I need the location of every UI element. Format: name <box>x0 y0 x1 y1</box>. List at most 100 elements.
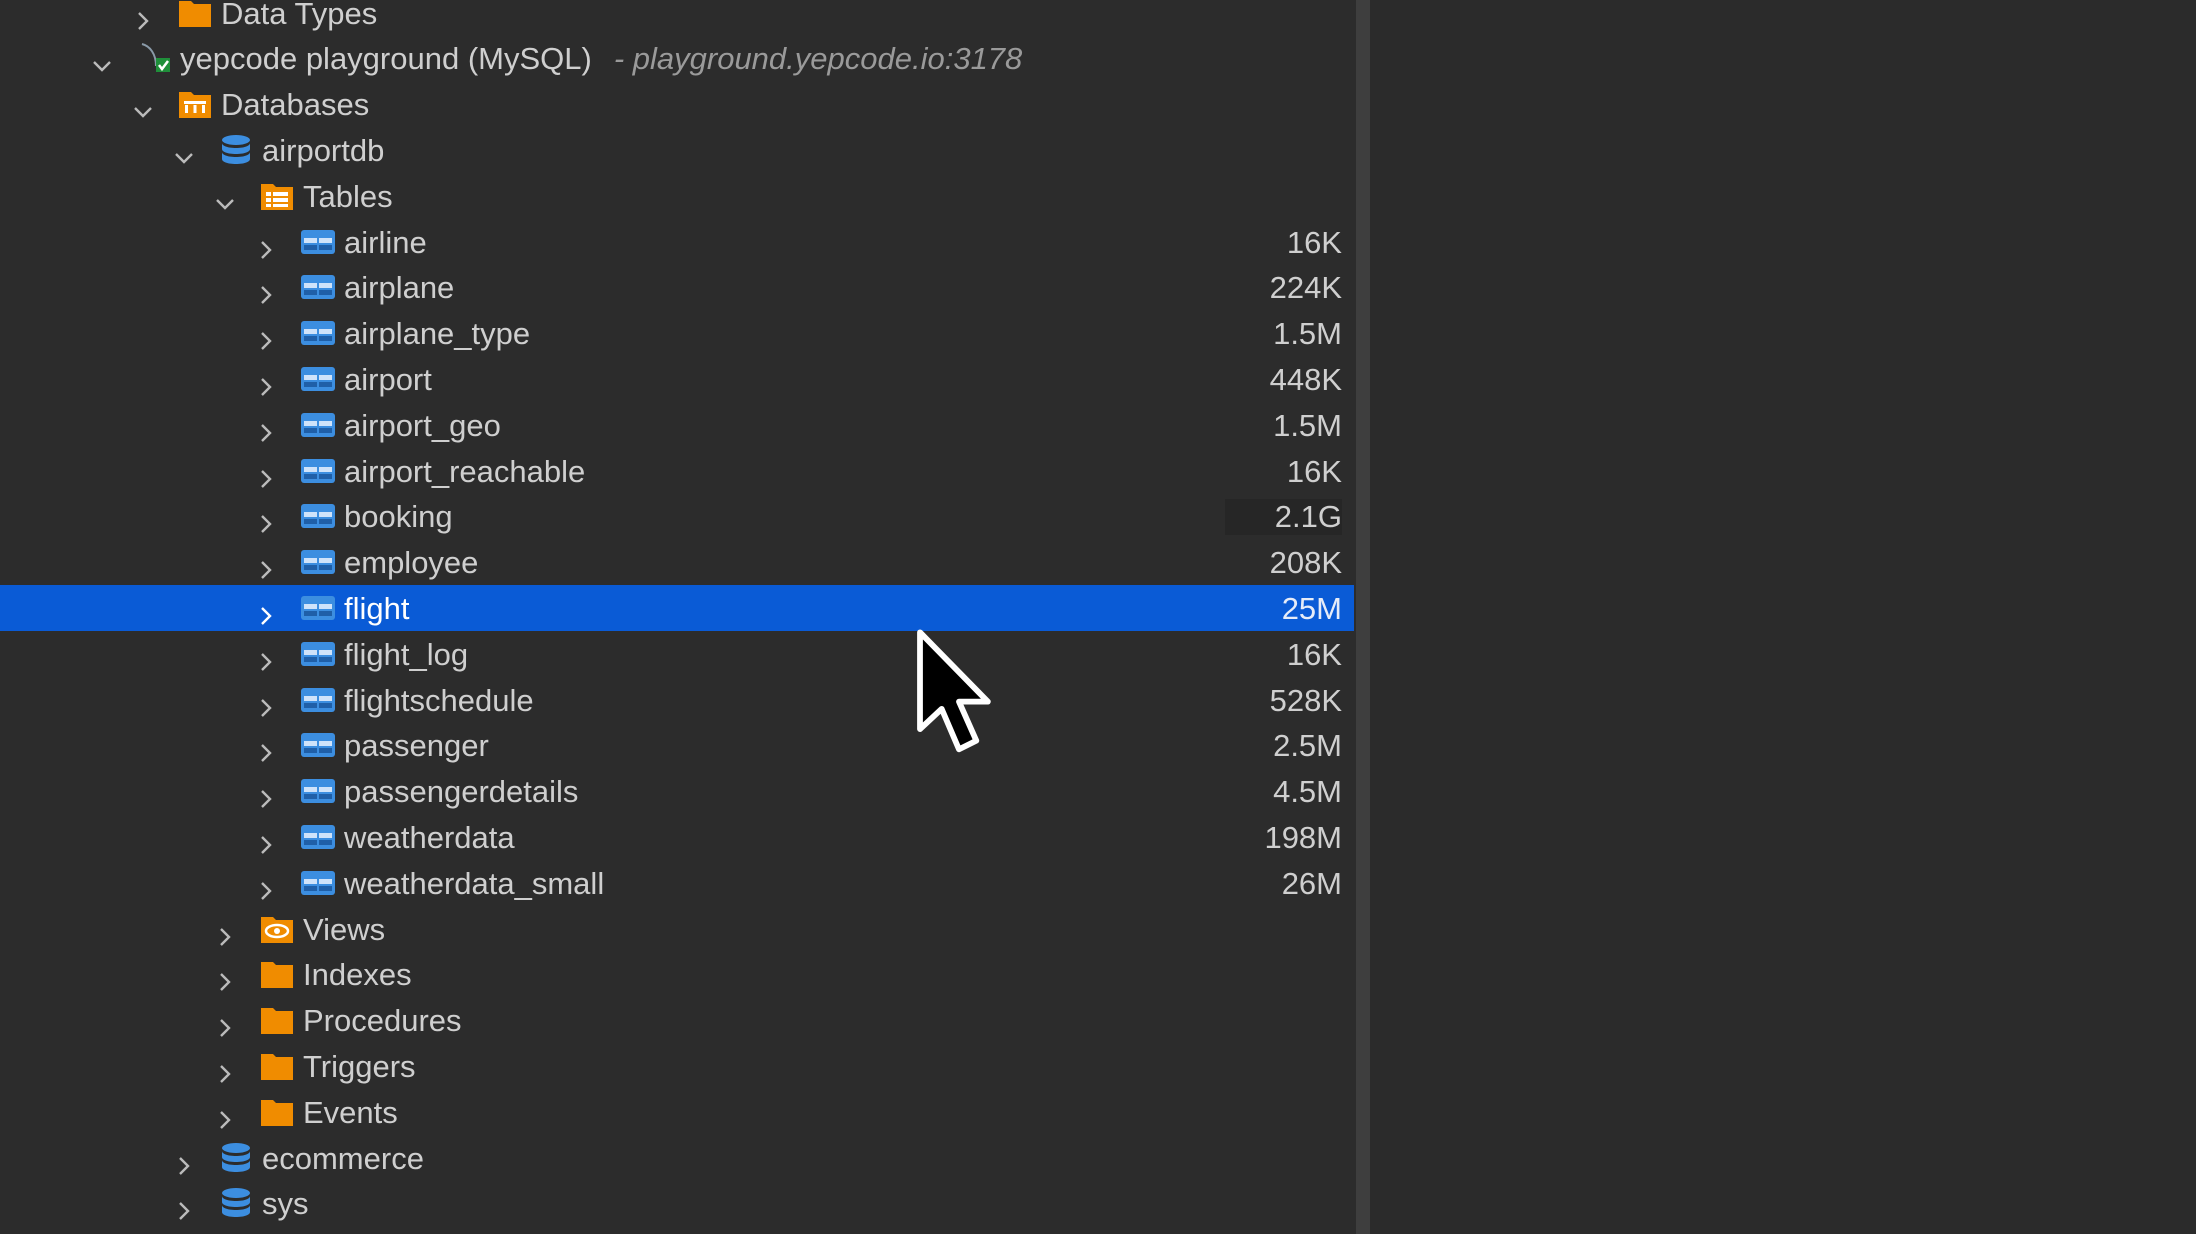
chevron-right-icon[interactable] <box>133 3 153 30</box>
tree-item[interactable]: yepcode playground (MySQL) - playground.y… <box>0 35 1354 81</box>
folder-icon <box>259 958 295 990</box>
tree-item[interactable]: passenger 2.5M <box>0 722 1354 768</box>
database-icon <box>218 1142 254 1174</box>
chevron-right-icon[interactable] <box>256 873 276 900</box>
tree-item[interactable]: Views <box>0 906 1354 952</box>
tree-item[interactable]: employee 208K <box>0 539 1354 585</box>
tree-item[interactable]: flightschedule 528K <box>0 677 1354 723</box>
chevron-right-icon[interactable] <box>256 461 276 488</box>
table-size: 25M <box>1281 591 1342 626</box>
chevron-right-icon[interactable] <box>256 232 276 259</box>
tree-item-name: booking <box>344 499 453 535</box>
tree-item[interactable]: Events <box>0 1089 1354 1135</box>
chevron-right-icon[interactable] <box>215 919 235 946</box>
chevron-down-icon[interactable] <box>174 140 194 164</box>
table-size: 26M <box>1281 865 1342 901</box>
tree-item-label: flight <box>344 591 409 627</box>
tree-item-name: Triggers <box>303 1049 416 1084</box>
tree-item-label: Procedures <box>303 1003 462 1039</box>
tree-item[interactable]: sys <box>0 1180 1354 1226</box>
connection-host: - playground.yepcode.io:3178 <box>613 41 1023 77</box>
tree-item-label: Tables <box>303 179 393 215</box>
tree-item-label: Databases <box>221 87 369 123</box>
folder-icon <box>259 1004 295 1036</box>
table-icon <box>300 592 336 624</box>
table-icon <box>300 317 336 349</box>
tree-item-name: Views <box>303 911 386 947</box>
tree-item[interactable]: airportdb <box>0 127 1354 173</box>
tree-item[interactable]: Procedures <box>0 997 1354 1043</box>
tree-item-label: airplane_type <box>344 316 530 352</box>
chevron-right-icon[interactable] <box>256 369 276 396</box>
tree-item-name: Databases <box>221 87 370 123</box>
tree-item-name: weatherdata_small <box>344 865 605 901</box>
chevron-down-icon[interactable] <box>92 48 112 73</box>
tree-item[interactable]: passengerdetails 4.5M <box>0 768 1354 814</box>
tree-item-label: airplane <box>344 270 454 306</box>
table-size: 224K <box>1269 270 1342 306</box>
chevron-right-icon[interactable] <box>256 644 276 671</box>
chevron-right-icon[interactable] <box>256 506 276 534</box>
tree-item[interactable]: airplane_type 1.5M <box>0 310 1354 356</box>
tree-item-label: airport_geo <box>344 408 501 444</box>
tree-item[interactable]: airport_reachable 16K <box>0 448 1354 494</box>
tree-item-label: weatherdata <box>344 820 515 856</box>
tree-item-name: Events <box>303 1094 398 1130</box>
panel-splitter[interactable] <box>1356 0 1370 1234</box>
tree-item[interactable]: Tables <box>0 173 1354 219</box>
tree-item[interactable]: airplane 224K <box>0 264 1354 310</box>
tree-item[interactable]: Data Types <box>0 0 1354 36</box>
table-icon <box>300 455 336 487</box>
tree-item[interactable]: flight_log 16K <box>0 631 1354 677</box>
chevron-right-icon[interactable] <box>215 1102 235 1129</box>
tree-item-name: airline <box>344 224 427 260</box>
table-size: 1.5M <box>1273 407 1342 443</box>
chevron-right-icon[interactable] <box>256 827 276 854</box>
tree-item[interactable]: Triggers <box>0 1043 1354 1089</box>
tree-item[interactable]: booking 2.1G <box>0 493 1354 539</box>
tree-item-name: airportdb <box>262 133 385 168</box>
tree-item-label: Data Types <box>221 0 377 32</box>
tree-item[interactable]: airport_geo 1.5M <box>0 402 1354 448</box>
tree-item[interactable]: weatherdata_small 26M <box>0 860 1354 906</box>
chevron-right-icon[interactable] <box>256 552 276 580</box>
chevron-right-icon[interactable] <box>256 277 276 305</box>
tree-item[interactable]: Databases <box>0 81 1354 127</box>
chevron-down-icon[interactable] <box>133 94 153 118</box>
chevron-right-icon[interactable] <box>256 735 276 763</box>
table-size: 2.5M <box>1273 728 1342 764</box>
tree-item[interactable]: weatherdata 198M <box>0 814 1354 860</box>
tree-item-name: airport_reachable <box>344 453 586 489</box>
chevron-right-icon[interactable] <box>256 781 276 809</box>
tree-item[interactable]: airline 16K <box>0 219 1354 265</box>
tree-item[interactable]: ecommerce <box>0 1135 1354 1181</box>
table-size: 1.5M <box>1273 316 1342 352</box>
tree-item-label: airport_reachable <box>344 454 585 490</box>
chevron-right-icon[interactable] <box>256 598 276 625</box>
tree-item[interactable]: flight 25M <box>0 585 1354 631</box>
tree-item-name: flight_log <box>344 636 469 672</box>
chevron-down-icon[interactable] <box>215 186 235 210</box>
connection-icon <box>136 42 172 74</box>
views-icon <box>259 913 295 945</box>
database-tree-panel: Data Types yepcode playground (MySQL) - pl… <box>0 0 1354 1226</box>
tree-item-label: yepcode playground (MySQL) - playground.y… <box>180 41 1022 77</box>
chevron-right-icon[interactable] <box>215 1010 235 1038</box>
chevron-right-icon[interactable] <box>174 1193 194 1221</box>
chevron-right-icon[interactable] <box>215 964 235 992</box>
database-icon <box>218 134 254 166</box>
table-icon <box>300 363 336 395</box>
tree-item[interactable]: airport 448K <box>0 356 1354 402</box>
chevron-right-icon[interactable] <box>215 1056 235 1083</box>
tree-item-name: flight <box>344 591 410 626</box>
table-size: 208K <box>1269 545 1342 581</box>
table-icon <box>300 638 336 670</box>
chevron-right-icon[interactable] <box>256 690 276 717</box>
chevron-right-icon[interactable] <box>256 415 276 442</box>
tree-item-name: flightschedule <box>344 682 534 718</box>
table-icon <box>300 729 336 761</box>
table-size: 198M <box>1264 820 1342 855</box>
chevron-right-icon[interactable] <box>174 1148 194 1175</box>
tree-item[interactable]: Indexes <box>0 951 1354 997</box>
chevron-right-icon[interactable] <box>256 323 276 351</box>
